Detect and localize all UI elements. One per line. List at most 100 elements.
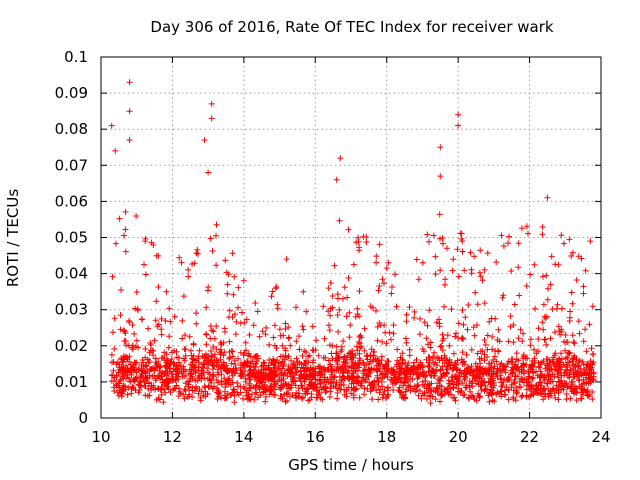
- data-point: [565, 359, 572, 366]
- data-point: [490, 356, 497, 363]
- data-point: [517, 326, 524, 333]
- data-point: [293, 389, 300, 396]
- data-point: [230, 386, 237, 393]
- data-point: [273, 284, 280, 290]
- data-point: [163, 288, 170, 295]
- data-point: [519, 392, 526, 399]
- data-point: [260, 359, 267, 366]
- data-point: [558, 232, 565, 239]
- data-point: [144, 392, 151, 399]
- data-point: [205, 169, 212, 176]
- data-point: [232, 361, 239, 368]
- x-tick-label: 20: [449, 428, 468, 446]
- data-point: [468, 346, 475, 353]
- data-point: [567, 395, 574, 402]
- data-point: [313, 384, 320, 391]
- data-point: [523, 223, 530, 230]
- data-point: [404, 364, 411, 371]
- data-point: [437, 343, 444, 350]
- data-point: [431, 372, 438, 379]
- data-point: [168, 356, 175, 362]
- data-point: [322, 354, 329, 361]
- data-point: [235, 304, 241, 311]
- data-point: [203, 304, 210, 311]
- data-point: [434, 362, 441, 369]
- data-point: [336, 217, 343, 224]
- data-point: [198, 367, 205, 374]
- data-point: [557, 386, 564, 393]
- data-point: [298, 373, 305, 380]
- data-point: [334, 312, 341, 318]
- data-point: [347, 354, 354, 361]
- data-point: [303, 372, 310, 379]
- data-point: [433, 366, 440, 373]
- data-point: [309, 359, 316, 366]
- data-point: [237, 320, 244, 327]
- data-point: [128, 371, 135, 378]
- data-point: [389, 370, 396, 376]
- data-point: [491, 363, 498, 370]
- data-point: [185, 383, 191, 390]
- data-point: [524, 379, 531, 386]
- data-point: [111, 345, 118, 352]
- data-point: [495, 326, 502, 333]
- data-point: [186, 378, 193, 385]
- data-point: [561, 369, 568, 376]
- data-point: [383, 395, 389, 402]
- data-point: [406, 304, 413, 311]
- data-point: [271, 342, 278, 349]
- data-point: [354, 362, 361, 369]
- data-point: [180, 293, 187, 300]
- data-point: [587, 373, 594, 380]
- data-point: [493, 391, 500, 398]
- data-point: [543, 272, 550, 279]
- data-point: [333, 379, 340, 386]
- data-point: [271, 381, 278, 388]
- data-point: [232, 331, 239, 338]
- data-point: [406, 346, 413, 353]
- data-point: [478, 375, 485, 382]
- data-point: [431, 361, 437, 368]
- data-point: [461, 391, 468, 398]
- data-point: [242, 339, 249, 346]
- data-point: [421, 319, 428, 326]
- data-point: [563, 362, 570, 369]
- data-point: [440, 240, 446, 247]
- data-point: [439, 347, 446, 354]
- data-point: [226, 355, 233, 362]
- data-point: [539, 231, 546, 238]
- data-point: [210, 344, 217, 350]
- data-point: [438, 343, 445, 349]
- data-point: [117, 376, 124, 383]
- data-point: [545, 376, 552, 383]
- data-point: [446, 342, 453, 349]
- data-point: [350, 368, 357, 375]
- data-point: [328, 380, 335, 387]
- data-point: [109, 273, 116, 280]
- x-tick-label: 24: [591, 428, 610, 446]
- data-point: [201, 137, 208, 143]
- data-point: [516, 368, 523, 375]
- data-point: [554, 371, 561, 377]
- data-point: [231, 273, 238, 280]
- data-point: [538, 359, 545, 366]
- data-point: [568, 253, 575, 259]
- data-point: [360, 359, 367, 366]
- data-point: [425, 341, 431, 348]
- data-point: [505, 386, 512, 393]
- data-point: [427, 393, 434, 400]
- data-point: [172, 366, 179, 373]
- data-point: [179, 317, 186, 324]
- data-point: [268, 293, 275, 300]
- data-point: [357, 332, 364, 339]
- data-point: [356, 355, 363, 362]
- data-point: [434, 380, 441, 387]
- data-point: [246, 384, 253, 391]
- data-point: [518, 225, 525, 232]
- data-point: [214, 396, 221, 402]
- data-point: [383, 340, 390, 347]
- x-tick-label: 22: [520, 428, 539, 446]
- data-point: [470, 372, 477, 379]
- data-point: [399, 350, 406, 357]
- data-point: [109, 372, 116, 379]
